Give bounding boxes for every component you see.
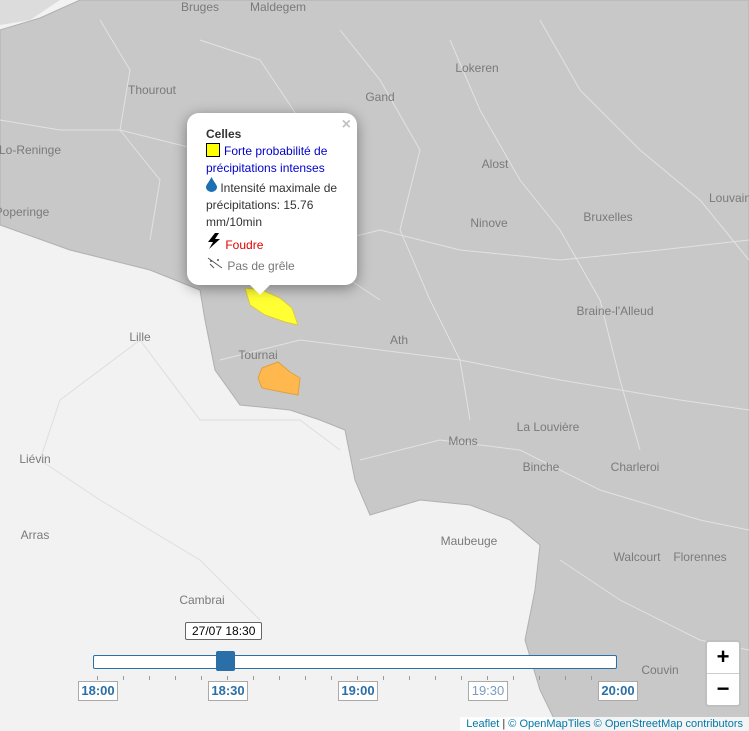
orange-zone <box>257 361 301 396</box>
place-label: Alost <box>482 157 509 171</box>
place-label: Ath <box>390 333 408 347</box>
timeline-track[interactable] <box>93 655 617 669</box>
bolt-icon <box>208 233 220 249</box>
place-label: Thourout <box>128 83 177 97</box>
timeline-label[interactable]: 18:00 <box>78 681 118 701</box>
place-label: Maubeuge <box>441 534 498 548</box>
warning-swatch <box>206 143 220 157</box>
timeline-tick <box>357 676 358 680</box>
openmaptiles-link[interactable]: © OpenMapTiles <box>508 718 591 730</box>
zoom-in[interactable]: + <box>707 642 739 674</box>
sea <box>0 0 60 25</box>
place-label: Braine-l'Alleud <box>577 304 654 318</box>
attribution-separator: | <box>502 718 506 730</box>
timeline-tick <box>383 676 384 680</box>
timeline-tick <box>461 676 462 680</box>
place-label: Louvain <box>709 191 749 205</box>
timeline-tick <box>305 676 306 680</box>
place-label: Poperinge <box>0 205 50 219</box>
timeline-tick <box>487 676 488 680</box>
place-label: Mons <box>448 434 477 448</box>
timeline-tick <box>513 676 514 680</box>
yellow-zone <box>244 287 299 326</box>
timeline-tick <box>279 676 280 680</box>
zoom-out[interactable]: − <box>716 676 730 701</box>
attribution: Leaflet | © OpenMapTiles © OpenStreetMap… <box>460 717 749 731</box>
timeline-tick <box>123 676 124 680</box>
place-label: Maldegem <box>250 0 306 14</box>
timeline-tick <box>149 676 150 680</box>
place-label: Gand <box>365 90 394 104</box>
timeline-tick <box>539 676 540 680</box>
place-label: Lo-Reninge <box>0 143 61 157</box>
place-label: Tournai <box>238 348 277 362</box>
popup-rain: Intensité maximale de précipitations: 15… <box>206 181 338 229</box>
timeline-label[interactable]: 19:00 <box>338 681 378 701</box>
timeline-tick <box>591 676 592 680</box>
place-label: Binche <box>523 460 560 474</box>
popup-close[interactable]: × <box>341 116 351 133</box>
leaflet-link[interactable]: Leaflet <box>466 718 500 730</box>
place-label: Couvin <box>641 663 678 677</box>
place-label: Charleroi <box>611 460 660 474</box>
place-label: Arras <box>21 528 50 542</box>
timeline-label[interactable]: 18:30 <box>208 681 248 701</box>
timeline-tick <box>201 676 202 680</box>
place-label: Cambrai <box>179 593 224 607</box>
place-label: Lille <box>129 330 151 344</box>
hail-icon <box>207 257 223 269</box>
place-label: Bruges <box>181 0 219 14</box>
place-label: Florennes <box>673 550 726 564</box>
osm-link[interactable]: © OpenStreetMap contributors <box>593 718 743 730</box>
roads <box>39 339 341 621</box>
timeline-tick <box>435 676 436 680</box>
place-label: Liévin <box>19 452 50 466</box>
place-label: La Louvière <box>517 420 580 434</box>
popup-title: Celles <box>206 127 242 141</box>
timeline-tick <box>175 676 176 680</box>
timeline-tick <box>227 676 228 680</box>
timeline-tooltip: 27/07 18:30 <box>185 622 263 640</box>
place-label: Walcourt <box>614 550 662 564</box>
place-label: Bruxelles <box>583 210 632 224</box>
popup-lightning: Foudre <box>225 238 264 252</box>
timeline-tick <box>97 676 98 680</box>
timeline-handle[interactable] <box>216 651 235 671</box>
popup-warning: Forte probabilité de précipitations inte… <box>206 144 328 175</box>
drop-icon <box>206 177 217 192</box>
popup-hail: Pas de grêle <box>227 259 295 273</box>
zoom-control: + − <box>705 640 741 707</box>
timeline-tick <box>253 676 254 680</box>
timeline-label[interactable]: 19:30 <box>468 681 508 701</box>
popup: × Celles Forte probabilité de précipitat… <box>187 113 357 285</box>
timeline-tick <box>565 676 566 680</box>
timeline-label[interactable]: 20:00 <box>598 681 638 701</box>
timeline-tick <box>331 676 332 680</box>
place-label: Lokeren <box>455 61 498 75</box>
timeline-tick <box>409 676 410 680</box>
place-label: Ninove <box>470 216 508 230</box>
